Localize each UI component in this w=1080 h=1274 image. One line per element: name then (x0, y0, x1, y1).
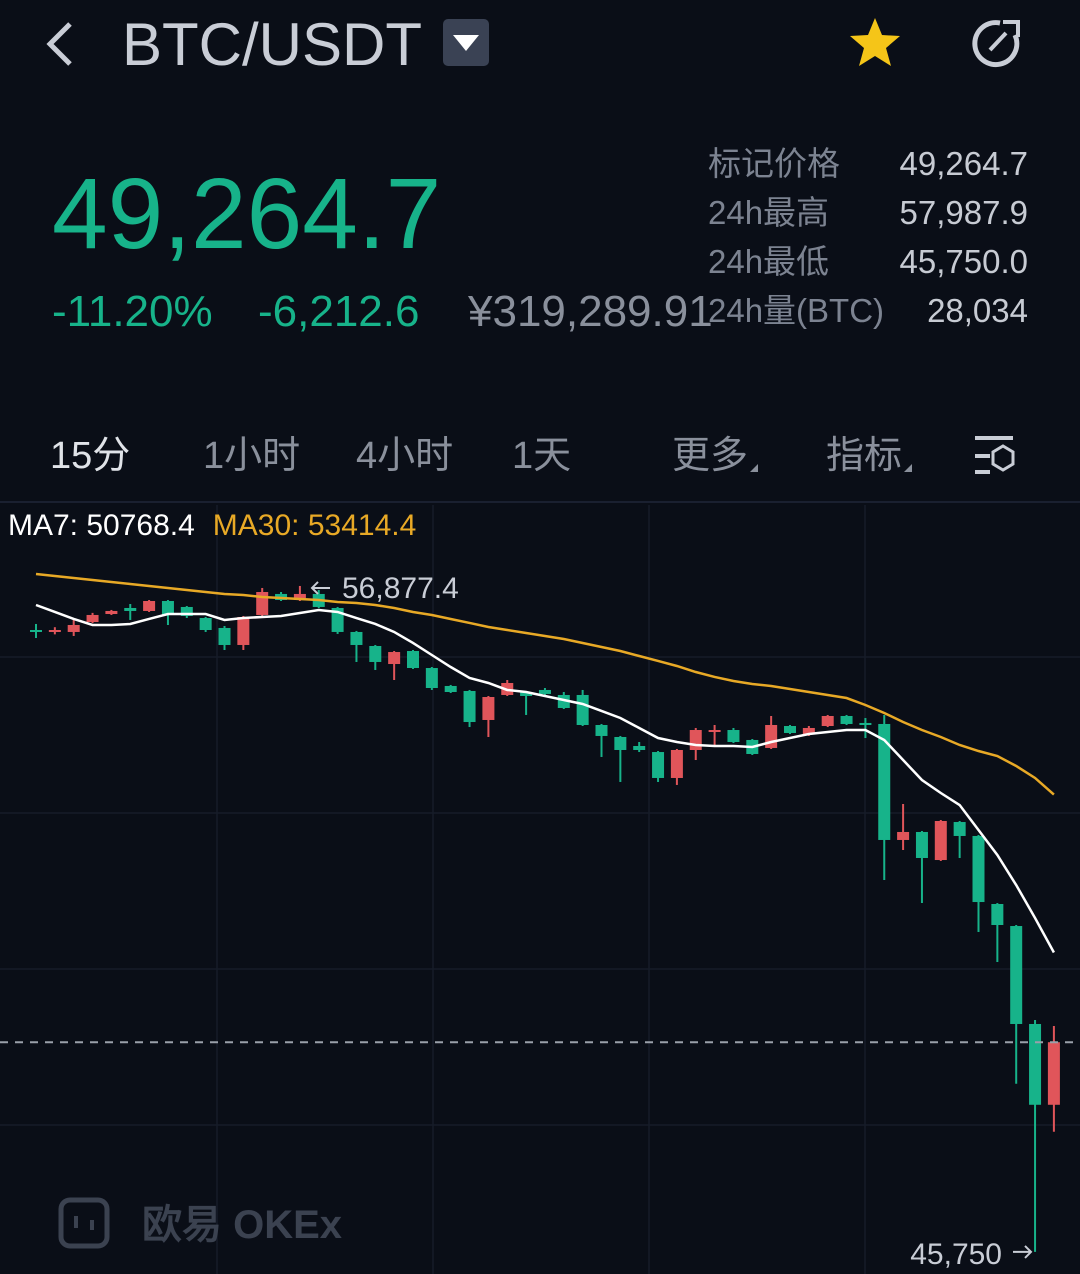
tab-corner (904, 464, 912, 472)
candle-body (407, 651, 419, 669)
candle-body (1010, 926, 1023, 1024)
timeframe-tab[interactable]: 指标 (826, 435, 902, 477)
candle-body (765, 724, 778, 748)
stat-value: 28,034 (927, 292, 1028, 329)
favorite-star[interactable] (850, 18, 900, 66)
candle-body (124, 607, 137, 611)
timeframe-tab[interactable]: 15分 (50, 435, 130, 477)
candle-body (86, 614, 99, 623)
low-label: 45,750 (910, 1238, 1002, 1271)
candle-body (576, 694, 589, 725)
stat-value: 57,987.9 (900, 194, 1028, 231)
settings-hex (991, 444, 1015, 472)
candle-body (821, 715, 834, 727)
change-percent: -11.20% (52, 287, 213, 336)
stat-label: 24h最高 (708, 194, 829, 231)
candle-body (633, 745, 646, 750)
candle-body (784, 726, 796, 733)
candle-body (520, 691, 533, 696)
tab-corner (750, 464, 758, 472)
timeframe-tab[interactable]: 4小时 (356, 435, 453, 477)
candle-body (727, 730, 740, 743)
timeframe-tab[interactable]: 更多 (672, 435, 748, 477)
candle-body (972, 835, 985, 903)
chart-grid (0, 505, 1080, 1274)
stat-label: 24h量(BTC) (708, 292, 884, 329)
candle-body (444, 685, 457, 692)
timeframe-tab[interactable]: 1天 (512, 435, 571, 477)
candle-body (199, 618, 212, 631)
candle-body (652, 752, 665, 778)
candle-body (1029, 1023, 1042, 1105)
candle-body (840, 715, 853, 724)
candle-body (934, 821, 947, 861)
candle-body (859, 722, 872, 725)
candle-body (670, 749, 683, 778)
watermark: 欧易 OKEx (58, 1197, 342, 1249)
candle-body (237, 616, 250, 645)
high-arrow (310, 581, 330, 595)
cny-price: ¥319,289.91 (467, 287, 713, 336)
ma-line (35, 572, 1055, 796)
candle-body (915, 831, 928, 858)
settings-icon[interactable] (975, 436, 1013, 474)
candle-body (953, 822, 966, 836)
pair-dropdown[interactable] (443, 19, 489, 66)
ma-legend: MA7: 50768.4 (8, 509, 195, 542)
candle-body (30, 630, 42, 633)
candle-body (369, 645, 382, 662)
candle-body (689, 730, 702, 750)
stat-value: 45,750.0 (900, 243, 1028, 280)
candle-body (143, 601, 156, 611)
timeframe-tab[interactable]: 1小时 (203, 435, 300, 477)
candle-body (878, 723, 891, 840)
candle-body (218, 627, 231, 645)
candle-body (67, 624, 80, 632)
ma-line (35, 603, 1055, 954)
candle-body (897, 831, 910, 840)
change: -6,212.6 (258, 287, 419, 336)
candle-body (293, 593, 306, 600)
stat-label: 24h最低 (708, 243, 829, 280)
stat-value: 49,264.7 (900, 145, 1028, 182)
candle-body (482, 697, 495, 720)
stat-label: 标记价格 (708, 145, 840, 182)
ma-legend: MA30: 53414.4 (213, 509, 416, 542)
last-price: 49,264.7 (52, 158, 441, 270)
candle-body (161, 601, 174, 615)
candle-body (388, 652, 401, 665)
candle-body (180, 606, 193, 616)
refresh-button[interactable] (972, 20, 1020, 68)
candle-body (802, 727, 815, 735)
candle-body (48, 630, 61, 633)
candle-body (463, 690, 476, 723)
candle-body (425, 668, 438, 689)
candle-body (991, 903, 1004, 926)
candle-body (350, 631, 363, 645)
back-button[interactable] (46, 22, 72, 66)
low-arrow (1013, 1245, 1033, 1259)
candle-body (708, 730, 721, 733)
candle-body (538, 689, 551, 694)
candle-body (595, 724, 608, 736)
candle-body (105, 610, 118, 615)
candle-body (614, 736, 627, 750)
watermark-text: 欧易 OKEx (142, 1203, 342, 1247)
candle-body (1047, 1042, 1060, 1105)
pair-title: BTC/USDT (122, 11, 422, 78)
high-label: 56,877.4 (342, 572, 459, 605)
